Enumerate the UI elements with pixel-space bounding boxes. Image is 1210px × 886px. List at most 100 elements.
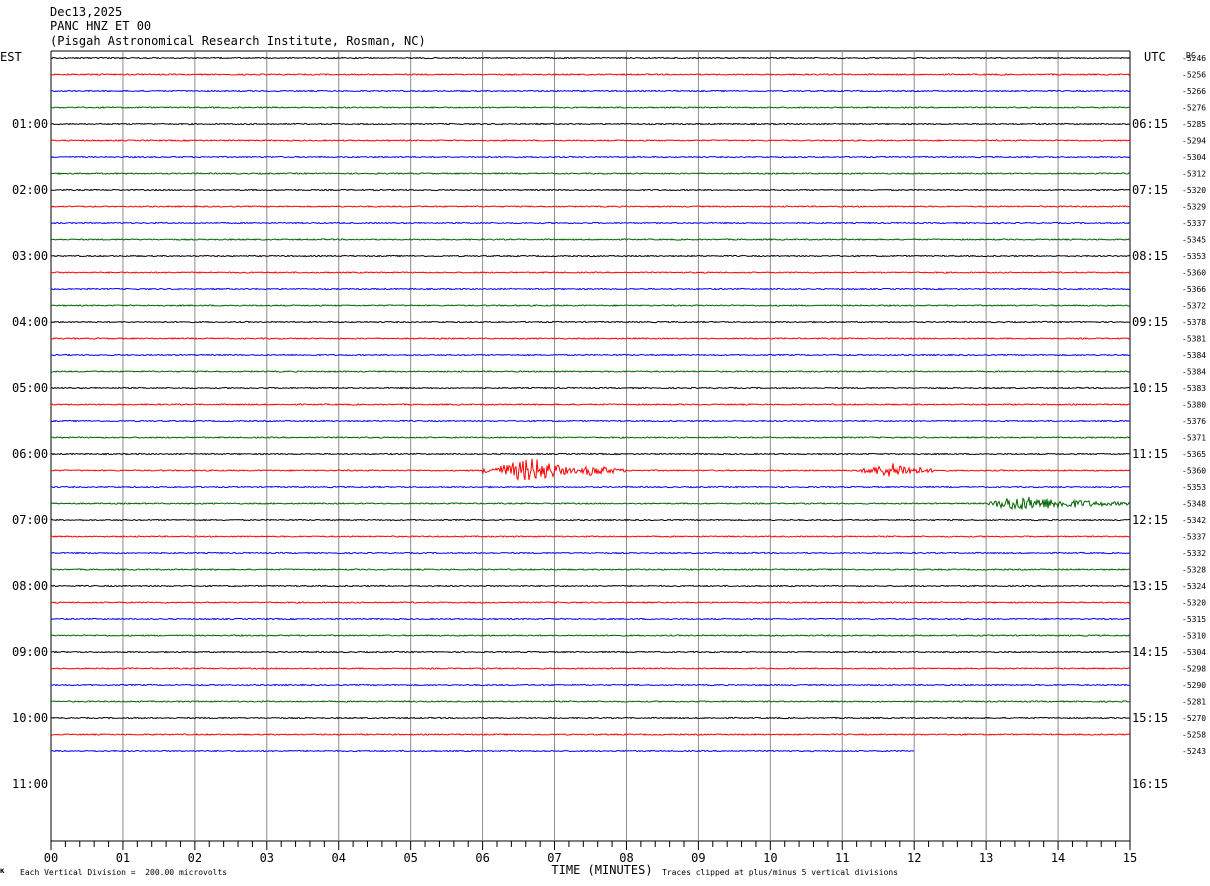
x-tick-label: 06 <box>475 851 489 865</box>
dc-offset-label: -5380 <box>1182 401 1206 410</box>
x-tick-label: 05 <box>403 851 417 865</box>
dc-offset-label: -5384 <box>1182 368 1206 377</box>
date-label: Dec13,2025 <box>50 5 123 19</box>
dc-offset-label: -5337 <box>1182 533 1206 542</box>
dc-offset-label: -5258 <box>1182 731 1206 740</box>
utc-hour-label: 11:15 <box>1132 447 1168 461</box>
seismic-trace <box>50 568 1130 571</box>
seismic-trace <box>50 89 1131 93</box>
x-tick-label: 10 <box>763 851 777 865</box>
dc-offset-label: -5243 <box>1182 747 1206 756</box>
est-axis-label: EST <box>0 50 22 64</box>
seismic-trace <box>50 353 1131 357</box>
dc-offset-label: -5270 <box>1182 714 1206 723</box>
dc-offset-label: -5281 <box>1182 698 1206 707</box>
est-hour-label: 09:00 <box>12 645 48 659</box>
dc-offset-label: -5246 <box>1182 54 1206 63</box>
dc-offset-label: -5353 <box>1182 252 1206 261</box>
utc-hour-label: 14:15 <box>1132 645 1168 659</box>
corner-mark: 𝛋 <box>0 866 5 875</box>
dc-offset-label: -5320 <box>1182 599 1206 608</box>
utc-hour-label: 12:15 <box>1132 513 1168 527</box>
seismic-trace <box>50 584 1131 588</box>
utc-hour-label: 10:15 <box>1132 381 1168 395</box>
utc-hour-label: 15:15 <box>1132 711 1168 725</box>
x-tick-label: 09 <box>691 851 705 865</box>
dc-offset-label: -5365 <box>1182 450 1206 459</box>
dc-offset-label: -5328 <box>1182 566 1206 575</box>
dc-column-label: DC <box>1186 51 1196 60</box>
x-tick-label: 02 <box>188 851 202 865</box>
x-axis-title: TIME (MINUTES) <box>551 863 652 877</box>
seismic-trace <box>50 271 1131 274</box>
seismic-trace <box>50 683 1130 687</box>
utc-hour-label: 07:15 <box>1132 183 1168 197</box>
x-tick-label: 11 <box>835 851 849 865</box>
seismic-trace <box>50 617 1131 621</box>
seismic-trace <box>50 122 1131 126</box>
seismic-trace <box>51 650 1131 654</box>
dc-offset-label: -5329 <box>1182 203 1206 212</box>
seismic-trace <box>50 139 1131 142</box>
seismic-trace <box>51 304 1131 307</box>
dc-offset-label: -5304 <box>1182 648 1206 657</box>
dc-offset-label: -5324 <box>1182 582 1206 591</box>
dc-offset-label: -5332 <box>1182 549 1206 558</box>
dc-offset-label: -5290 <box>1182 681 1206 690</box>
est-hour-label: 08:00 <box>12 579 48 593</box>
seismic-trace <box>50 370 1131 373</box>
seismic-trace <box>50 496 1131 511</box>
seismic-trace <box>50 73 1131 76</box>
dc-offset-label: -5360 <box>1182 467 1206 476</box>
seismic-trace <box>50 749 915 753</box>
dc-offset-label: -5353 <box>1182 483 1206 492</box>
seismic-trace <box>50 700 1131 703</box>
est-hour-label: 06:00 <box>12 447 48 461</box>
x-tick-label: 01 <box>116 851 130 865</box>
x-tick-label: 08 <box>619 851 633 865</box>
x-tick-label: 14 <box>1051 851 1065 865</box>
utc-hour-label: 09:15 <box>1132 315 1168 329</box>
dc-offset-label: -5371 <box>1182 434 1206 443</box>
seismic-trace <box>50 733 1131 736</box>
seismic-trace <box>50 419 1131 423</box>
seismic-trace <box>50 106 1131 109</box>
est-hour-label: 02:00 <box>12 183 48 197</box>
seismic-trace <box>50 403 1131 406</box>
est-hour-label: 01:00 <box>12 117 48 131</box>
seismic-trace <box>50 535 1131 538</box>
x-tick-label: 13 <box>979 851 993 865</box>
footer-right-note: Traces clipped at plus/minus 5 vertical … <box>662 868 899 877</box>
est-hour-label: 05:00 <box>12 381 48 395</box>
seismic-trace <box>50 56 1131 60</box>
seismic-trace <box>50 320 1131 324</box>
dc-offset-label: -5384 <box>1182 351 1206 360</box>
seismic-trace <box>50 221 1131 225</box>
seismic-trace <box>50 436 1131 439</box>
x-tick-label: 04 <box>332 851 346 865</box>
x-tick-label: 03 <box>260 851 274 865</box>
seismic-trace <box>50 518 1131 522</box>
footer-left-note: Each Vertical Division = 200.00 microvol… <box>20 868 228 877</box>
dc-offset-label: -5342 <box>1182 516 1206 525</box>
dc-offset-label: -5256 <box>1182 71 1206 80</box>
dc-offset-label: -5320 <box>1182 186 1206 195</box>
dc-offset-label: -5285 <box>1182 120 1206 129</box>
dc-offset-label: -5381 <box>1182 335 1206 344</box>
dc-offset-label: -5378 <box>1182 318 1206 327</box>
dc-offset-label: -5298 <box>1182 665 1206 674</box>
dc-offset-label: -5312 <box>1182 170 1206 179</box>
seismic-trace <box>50 254 1131 258</box>
seismic-trace <box>51 172 1131 175</box>
station-label: PANC HNZ ET 00 <box>50 19 152 33</box>
dc-offset-label: -5372 <box>1182 302 1206 311</box>
seismic-trace <box>50 667 1131 670</box>
site-label: (Pisgah Astronomical Research Institute,… <box>50 34 426 48</box>
seismic-trace <box>50 634 1131 637</box>
seismic-trace <box>50 337 1131 340</box>
dc-offset-label: -5304 <box>1182 153 1206 162</box>
seismic-trace <box>50 287 1131 291</box>
utc-hour-label: 08:15 <box>1132 249 1168 263</box>
est-hour-label: 10:00 <box>12 711 48 725</box>
